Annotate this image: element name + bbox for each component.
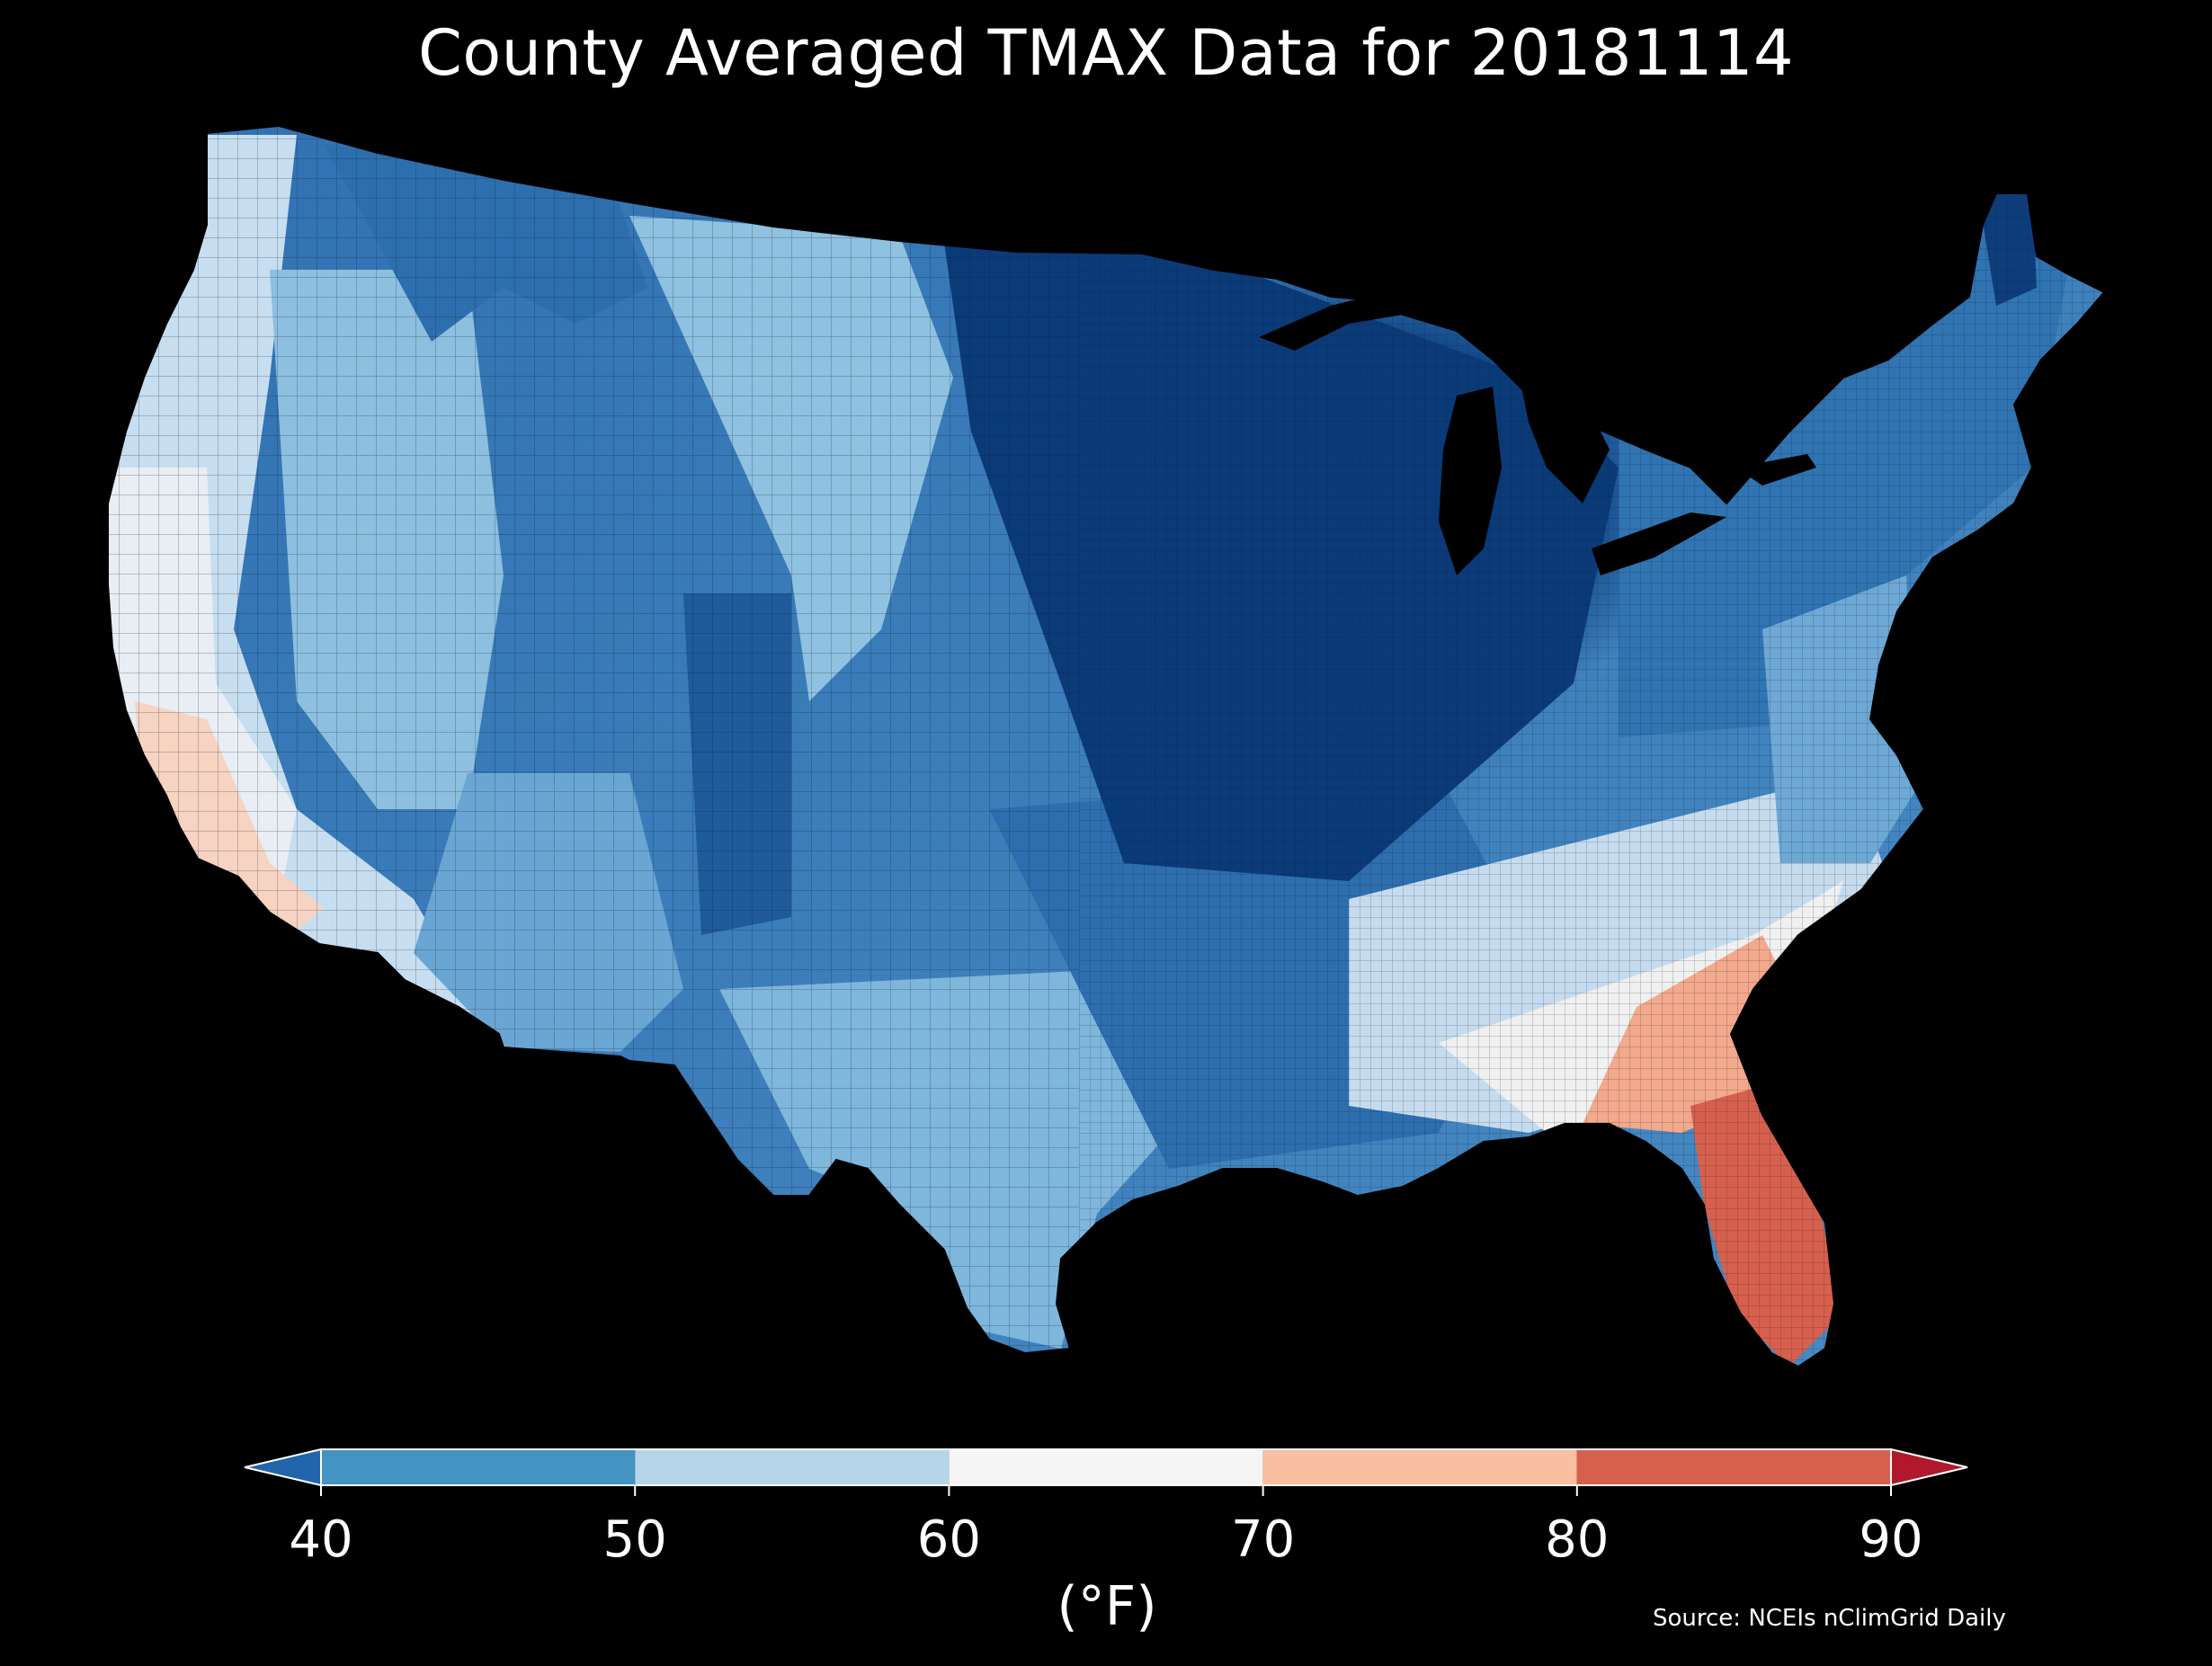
colorbar-tick-label-70: 70 xyxy=(1230,1510,1296,1569)
colorbar-bin-40-50 xyxy=(321,1449,636,1485)
colorbar-tick-label-50: 50 xyxy=(602,1510,667,1569)
colorbar-tick-label-80: 80 xyxy=(1545,1510,1610,1569)
colorbar-bin-60-70 xyxy=(949,1449,1263,1485)
map-title: County Averaged TMAX Data for 20181114 xyxy=(417,16,1795,90)
lake-superior xyxy=(1259,286,1457,351)
colorbar-tick-label-90: 90 xyxy=(1859,1510,1923,1569)
lake-erie xyxy=(1592,512,1726,575)
colorbar-over-arrow xyxy=(1890,1448,1968,1487)
great-lakes xyxy=(1259,286,1816,575)
colorbar-bin-50-60 xyxy=(635,1449,950,1485)
lake-huron xyxy=(1520,378,1610,503)
colorbar-bin-80-90 xyxy=(1576,1449,1891,1485)
colorbar-under-arrow xyxy=(244,1448,322,1487)
source-credit: Source: NCEIs nClimGrid Daily xyxy=(1653,1605,2006,1632)
colorbar-bin-70-80 xyxy=(1262,1449,1577,1485)
colorbar-tick-label-40: 40 xyxy=(289,1510,353,1569)
colorbar-frame xyxy=(320,1448,1892,1486)
lake-ontario xyxy=(1735,454,1816,486)
lake-michigan xyxy=(1439,387,1502,575)
colorbar-unit-label: (°F) xyxy=(1057,1575,1157,1638)
colorbar-tick-label-60: 60 xyxy=(916,1510,982,1569)
